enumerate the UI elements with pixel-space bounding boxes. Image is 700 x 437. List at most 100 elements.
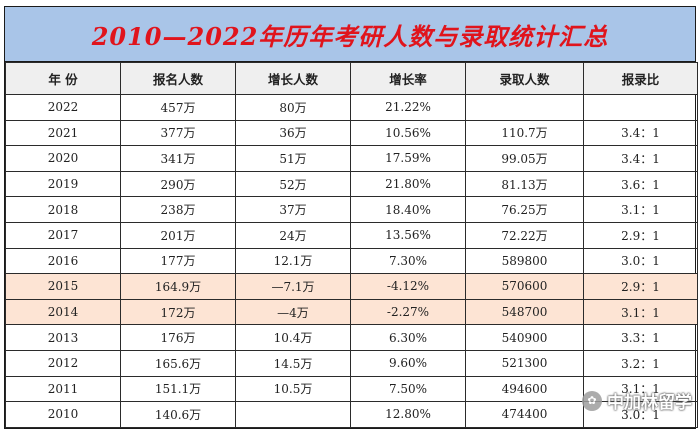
cell-applicants: 164.9万	[120, 273, 236, 300]
table-row: 2017 201万 24万 13.56% 72.22万 2.9：1	[5, 221, 698, 249]
cell-growth-rate: 17.59%	[350, 145, 466, 172]
table-row: 2022 457万 80万 21.22%	[5, 94, 698, 121]
table-row: 2012 165.6万 14.5万 9.60% 521300 3.2：1	[5, 349, 698, 377]
cell-growth-rate: -4.12%	[350, 273, 466, 300]
table-title: 2010—2022年历年考研人数与录取统计汇总	[91, 21, 609, 51]
header-applicants: 报名人数	[120, 62, 236, 95]
table-row: 2019 290万 52万 21.80% 81.13万 3.6：1	[5, 170, 698, 198]
cell-growth-rate: 21.80%	[350, 170, 466, 198]
table-row: 2015 164.9万 —7.1万 -4.12% 570600 2.9：1	[5, 273, 698, 300]
title-bar: 2010—2022年历年考研人数与录取统计汇总	[5, 7, 695, 62]
cell-admitted: 589800	[465, 247, 584, 275]
cell-applicants: 165.6万	[120, 349, 236, 377]
cell-applicants: 172万	[120, 298, 236, 326]
cell-growth-rate: -2.27%	[350, 298, 466, 326]
cell-ratio: 3.1：1	[583, 375, 698, 403]
watermark-text: 中加林留学	[607, 393, 692, 413]
header-growth-count: 增长人数	[235, 62, 351, 95]
cell-year: 2013	[5, 324, 121, 351]
table-body: 2022 457万 80万 21.22% 2021 377万 36万 10.56% 110.7万…	[5, 94, 698, 428]
table-row: 2016 177万 12.1万 7.30% 589800 3.0：1	[5, 247, 698, 275]
cell-applicants: 140.6万	[120, 401, 236, 428]
cell-year: 2021	[5, 119, 121, 147]
cell-growth-rate: 13.56%	[350, 221, 466, 249]
cell-ratio: 3.2：1	[583, 349, 698, 377]
cell-ratio: 3.6：1	[583, 170, 698, 198]
cell-applicants: 177万	[120, 247, 236, 275]
cell-admitted: 521300	[465, 349, 584, 377]
cell-ratio: 3.1：1	[583, 196, 698, 223]
cell-ratio: 3.3：1	[583, 324, 698, 351]
cell-applicants: 290万	[120, 170, 236, 198]
cell-growth-count: —7.1万	[235, 273, 351, 300]
cell-growth-count: 14.5万	[235, 349, 351, 377]
table-row: 2014 172万 —4万 -2.27% 548700 3.1：1	[5, 298, 698, 326]
cell-ratio: 3.4：1	[583, 145, 698, 172]
cell-applicants: 176万	[120, 324, 236, 351]
header-admitted: 录取人数	[465, 62, 584, 95]
table-row: 2020 341万 51万 17.59% 99.05万 3.4：1	[5, 145, 698, 172]
cell-applicants: 201万	[120, 221, 236, 249]
cell-ratio	[583, 94, 698, 121]
stats-table: 年 份 报名人数 增长人数 增长率 录取人数 报录比 2022 457万 80万 21…	[5, 62, 698, 428]
cell-growth-rate: 6.30%	[350, 324, 466, 351]
cell-growth-rate: 21.22%	[350, 94, 466, 121]
cell-admitted: 99.05万	[465, 145, 584, 172]
cell-admitted: 110.7万	[465, 119, 584, 147]
cell-applicants: 341万	[120, 145, 236, 172]
cell-admitted: 81.13万	[465, 170, 584, 198]
table-row: 2021 377万 36万 10.56% 110.7万 3.4：1	[5, 119, 698, 147]
header-growth-rate: 增长率	[350, 62, 466, 95]
cell-year: 2017	[5, 221, 121, 249]
header-row: 年 份 报名人数 增长人数 增长率 录取人数 报录比	[5, 62, 698, 95]
cell-admitted: 494600	[465, 375, 584, 403]
cell-growth-rate: 10.56%	[350, 119, 466, 147]
cell-year: 2020	[5, 145, 121, 172]
cell-growth-rate: 7.50%	[350, 375, 466, 403]
cell-growth-count: 12.1万	[235, 247, 351, 275]
cell-applicants: 151.1万	[120, 375, 236, 403]
cell-growth-count	[235, 401, 351, 428]
cell-year: 2012	[5, 349, 121, 377]
cell-year: 2022	[5, 94, 121, 121]
summary-table-sheet: 2010—2022年历年考研人数与录取统计汇总 年 份 报名人数 增长人数 增长…	[4, 6, 698, 429]
cell-year: 2016	[5, 247, 121, 275]
cell-ratio: 2.9：1	[583, 273, 698, 300]
cell-ratio: 2.9：1	[583, 221, 698, 249]
cell-growth-rate: 7.30%	[350, 247, 466, 275]
cell-growth-count: 80万	[235, 94, 351, 121]
cell-applicants: 238万	[120, 196, 236, 223]
table-row: 2011 151.1万 10.5万 7.50% 494600 3.1：1	[5, 375, 698, 403]
cell-growth-rate: 9.60%	[350, 349, 466, 377]
cell-year: 2018	[5, 196, 121, 223]
cell-year: 2015	[5, 273, 121, 300]
cell-growth-count: 10.5万	[235, 375, 351, 403]
cell-year: 2010	[5, 401, 121, 428]
cell-admitted: 548700	[465, 298, 584, 326]
cell-ratio: 3.1：1	[583, 298, 698, 326]
cell-admitted: 76.25万	[465, 196, 584, 223]
cell-growth-count: 52万	[235, 170, 351, 198]
cell-ratio: 3.4：1	[583, 119, 698, 147]
cell-ratio: 3.0：1	[583, 247, 698, 275]
cell-growth-rate: 12.80%	[350, 401, 466, 428]
cell-applicants: 377万	[120, 119, 236, 147]
cell-ratio: 3.0：1	[583, 401, 698, 428]
cell-admitted: 72.22万	[465, 221, 584, 249]
cell-year: 2014	[5, 298, 121, 326]
cell-admitted: 540900	[465, 324, 584, 351]
wechat-channel-icon: ✿	[582, 390, 602, 411]
table-row: 2010 140.6万 12.80% 474400 3.0：1	[5, 401, 698, 428]
cell-growth-count: —4万	[235, 298, 351, 326]
header-year: 年 份	[5, 62, 121, 95]
table-row: 2013 176万 10.4万 6.30% 540900 3.3：1	[5, 324, 698, 351]
cell-growth-rate: 18.40%	[350, 196, 466, 223]
table-row: 2018 238万 37万 18.40% 76.25万 3.1：1	[5, 196, 698, 223]
cell-applicants: 457万	[120, 94, 236, 121]
cell-admitted	[465, 94, 584, 121]
cell-admitted: 570600	[465, 273, 584, 300]
cell-year: 2011	[5, 375, 121, 403]
header-ratio: 报录比	[583, 62, 698, 95]
cell-growth-count: 51万	[235, 145, 351, 172]
cell-year: 2019	[5, 170, 121, 198]
